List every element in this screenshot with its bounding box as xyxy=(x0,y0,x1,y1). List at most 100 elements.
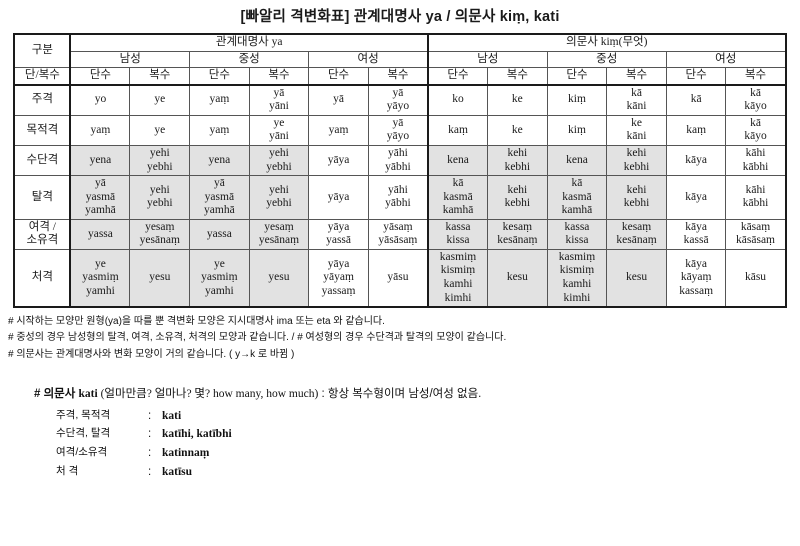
row-label-2: 수단격 xyxy=(13,144,71,177)
table-header: 구분 관계대명사 ya 의문사 kiṃ(무엇) 남성 중성 여성 남성 중성 여… xyxy=(13,33,787,86)
cell-r2-c6: kena xyxy=(426,144,489,177)
cell-r1-c4: yaṃ xyxy=(308,114,369,146)
cell-r0-c9: kā kāni xyxy=(606,84,667,116)
row-label-1: 목적격 xyxy=(13,114,71,146)
kati-item: 여격/소유격: katinnaṃ xyxy=(56,444,800,463)
page-title: [빠알리 격변화표] 관계대명사 ya / 의문사 kiṃ, kati xyxy=(240,9,560,25)
cell-r4-c0: yassa xyxy=(69,218,131,250)
cell-r4-c11: kāsaṃ kāsāsaṃ xyxy=(725,218,787,250)
cell-r5-c9: kesu xyxy=(606,248,667,308)
number-header-3: 복수 xyxy=(248,67,310,86)
number-header-0: 단수 xyxy=(69,67,131,86)
cell-r4-c1: yesaṃ yesānaṃ xyxy=(129,218,191,250)
corner-label: 구분 xyxy=(13,33,71,69)
kati-heading: # 의문사 kati (얼마만큼? 얼마나? 몇? how many, how … xyxy=(34,385,800,401)
kati-form: katīhi, katībhi xyxy=(162,428,232,441)
cell-r3-c9: kehi kebhi xyxy=(606,175,667,220)
cell-r3-c11: kāhi kābhi xyxy=(725,175,787,220)
number-header-5: 복수 xyxy=(367,67,429,86)
number-header-4: 단수 xyxy=(308,67,369,86)
cell-r4-c8: kassa kissa xyxy=(546,218,608,250)
gender-header-ya-neut: 중성 xyxy=(189,50,310,69)
cell-r0-c6: ko xyxy=(426,84,489,116)
cell-r5-c5: yāsu xyxy=(367,248,429,308)
cell-r3-c5: yāhi yābhi xyxy=(367,175,429,220)
kati-form: kati xyxy=(162,409,182,422)
declension-table: 구분 관계대명사 ya 의문사 kiṃ(무엇) 남성 중성 여성 남성 중성 여… xyxy=(13,33,787,309)
header-row-group: 구분 관계대명사 ya 의문사 kiṃ(무엇) xyxy=(13,33,787,69)
note-line: # 의문사는 관계대명사와 변화 모양이 거의 같습니다. ( y→k 로 바뀜… xyxy=(8,348,295,360)
kati-item: 주격, 목적격: kati xyxy=(56,407,800,426)
cell-r1-c3: ye yāni xyxy=(248,114,310,146)
kati-colon: : xyxy=(148,465,152,478)
cell-r3-c1: yehi yebhi xyxy=(129,175,191,220)
cell-r5-c4: yāya yāyaṃ yassaṃ xyxy=(308,248,369,308)
group-header-kim: 의문사 kiṃ(무엇) xyxy=(426,33,787,52)
number-header-7: 복수 xyxy=(487,67,548,86)
cell-r1-c1: ye xyxy=(129,114,191,146)
cell-r4-c3: yesaṃ yesānaṃ xyxy=(248,218,310,250)
row-label-4: 여격 / 소유격 xyxy=(13,218,71,250)
number-header-11: 복수 xyxy=(725,67,787,86)
cell-r5-c1: yesu xyxy=(129,248,191,308)
cell-r1-c2: yaṃ xyxy=(189,114,250,146)
gender-header-kim-fem: 여성 xyxy=(665,50,787,69)
cell-r0-c11: kā kāyo xyxy=(725,84,787,116)
kati-colon: : xyxy=(148,446,152,459)
cell-r2-c1: yehi yebhi xyxy=(129,144,191,177)
cell-r4-c4: yāya yassā xyxy=(308,218,369,250)
cell-r3-c7: kehi kebhi xyxy=(487,175,548,220)
numcase-label: 단/복수 xyxy=(13,67,71,86)
number-header-1: 복수 xyxy=(129,67,191,86)
kati-case-label: 처 격 xyxy=(56,464,79,477)
cell-r2-c8: kena xyxy=(546,144,608,177)
cell-r5-c2: ye yasmiṃ yamhi xyxy=(189,248,250,308)
cell-r3-c2: yā yasmā yamhā xyxy=(189,175,250,220)
cell-r4-c10: kāya kassā xyxy=(665,218,727,250)
row-label-5: 처격 xyxy=(13,248,71,308)
cell-r4-c2: yassa xyxy=(189,218,250,250)
cell-r3-c4: yāya xyxy=(308,175,369,220)
cell-r4-c6: kassa kissa xyxy=(426,218,489,250)
number-header-6: 단수 xyxy=(426,67,489,86)
cell-r1-c5: yā yāyo xyxy=(367,114,429,146)
cell-r2-c3: yehi yebhi xyxy=(248,144,310,177)
table-body: 주격 yo ye yaṃ yā yāni yā yā yāyo ko ke kiṃ kā kāni k… xyxy=(13,84,787,308)
kati-case-label: 수단격, 탈격 xyxy=(56,427,111,440)
kati-case-label: 주격, 목적격 xyxy=(56,408,111,421)
group-header-ya: 관계대명사 ya xyxy=(69,33,429,52)
note-line: # 중성의 경우 남성형의 탈격, 여격, 소유격, 처격의 모양과 같습니다.… xyxy=(8,332,507,344)
table-row: 여격 / 소유격 yassa yesaṃ yesānaṃ yassa yesaṃ yes… xyxy=(13,218,787,250)
cell-r5-c3: yesu xyxy=(248,248,310,308)
header-row-number: 단/복수 단수 복수 단수 복수 단수 복수 단수 복수 단수 복수 단수 복수 xyxy=(13,67,787,86)
kati-form: katinnaṃ xyxy=(162,446,210,459)
number-header-9: 복수 xyxy=(606,67,667,86)
cell-r2-c10: kāya xyxy=(665,144,727,177)
kati-colon: : xyxy=(148,428,152,441)
gender-header-ya-masc: 남성 xyxy=(69,50,191,69)
cell-r1-c0: yaṃ xyxy=(69,114,131,146)
kati-heading-gloss: (얼마만큼? 얼마나? 몇? how many, how much) xyxy=(97,387,319,400)
table-row: 처격 ye yasmiṃ yamhi yesu ye yasmiṃ yamhi yesu… xyxy=(13,248,787,308)
cell-r0-c4: yā xyxy=(308,84,369,116)
cell-r1-c7: ke xyxy=(487,114,548,146)
number-header-8: 단수 xyxy=(546,67,608,86)
cell-r4-c7: kesaṃ kesānaṃ xyxy=(487,218,548,250)
cell-r2-c4: yāya xyxy=(308,144,369,177)
cell-r5-c10: kāya kāyaṃ kassaṃ xyxy=(665,248,727,308)
cell-r2-c7: kehi kebhi xyxy=(487,144,548,177)
cell-r3-c10: kāya xyxy=(665,175,727,220)
number-header-2: 단수 xyxy=(189,67,250,86)
cell-r3-c8: kā kasmā kamhā xyxy=(546,175,608,220)
table-row: 목적격 yaṃ ye yaṃ ye yāni yaṃ yā yāyo kaṃ ke kiṃ ke k… xyxy=(13,114,787,146)
kati-heading-prefix: # 의문사 xyxy=(34,387,79,400)
cell-r2-c9: kehi kebhi xyxy=(606,144,667,177)
kati-item: 수단격, 탈격: katīhi, katībhi xyxy=(56,425,800,444)
kati-section: # 의문사 kati (얼마만큼? 얼마나? 몇? how many, how … xyxy=(34,385,800,482)
kati-heading-word: kati xyxy=(78,387,98,400)
cell-r2-c2: yena xyxy=(189,144,250,177)
table-row: 수단격 yena yehi yebhi yena yehi yebhi yāya yāhi … xyxy=(13,144,787,177)
header-row-gender: 남성 중성 여성 남성 중성 여성 xyxy=(14,50,787,69)
table-row: 탈격 yā yasmā yamhā yehi yebhi yā yasmā yamhā… xyxy=(13,175,787,220)
table-row: 주격 yo ye yaṃ yā yāni yā yā yāyo ko ke kiṃ kā kāni k… xyxy=(13,84,787,116)
